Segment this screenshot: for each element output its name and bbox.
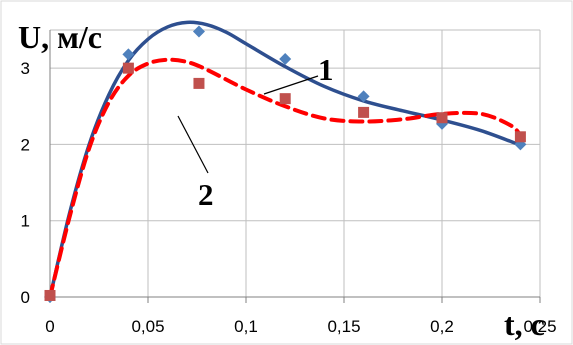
- series-1-point: [192, 25, 205, 38]
- series-1-point: [122, 48, 135, 61]
- series-1-label: 1: [318, 52, 334, 87]
- x-tick-label: 0: [45, 317, 54, 336]
- series-2-line: [48, 57, 523, 299]
- series-2-label: 2: [198, 177, 214, 212]
- x-axis-title: t, c: [504, 306, 545, 342]
- series-2-point: [193, 77, 205, 89]
- series: [44, 20, 527, 303]
- y-tick-label: 0: [21, 288, 30, 307]
- grid: [50, 29, 541, 297]
- x-tick-label: 0,05: [131, 317, 164, 336]
- x-tick-label: 0,15: [327, 317, 360, 336]
- series-2-point: [514, 131, 526, 143]
- y-tick-label: 3: [21, 59, 30, 78]
- y-axis-title: U, м/c: [18, 19, 102, 55]
- series-1-point: [279, 52, 292, 65]
- x-tick-label: 0,1: [234, 317, 258, 336]
- x-tick-label: 0,25: [523, 317, 556, 336]
- series-2-point: [358, 106, 370, 118]
- annotations: 12: [177, 52, 334, 212]
- series-1-leader-line: [263, 75, 319, 95]
- series-1-point: [357, 90, 370, 103]
- series-2-leader-line: [177, 115, 209, 174]
- series-2-point: [44, 289, 56, 301]
- x-tick-label: 0,2: [430, 317, 454, 336]
- series-1-line: [48, 20, 523, 299]
- y-tick-label: 2: [21, 135, 30, 154]
- tick-labels: 0 1 2 3 0 0,05 0,1 0,15 0,2 0,25: [21, 59, 557, 336]
- series-2-point: [436, 112, 448, 124]
- series-2-point: [279, 93, 291, 105]
- y-tick-label: 1: [21, 212, 30, 231]
- series-2-point: [122, 62, 134, 74]
